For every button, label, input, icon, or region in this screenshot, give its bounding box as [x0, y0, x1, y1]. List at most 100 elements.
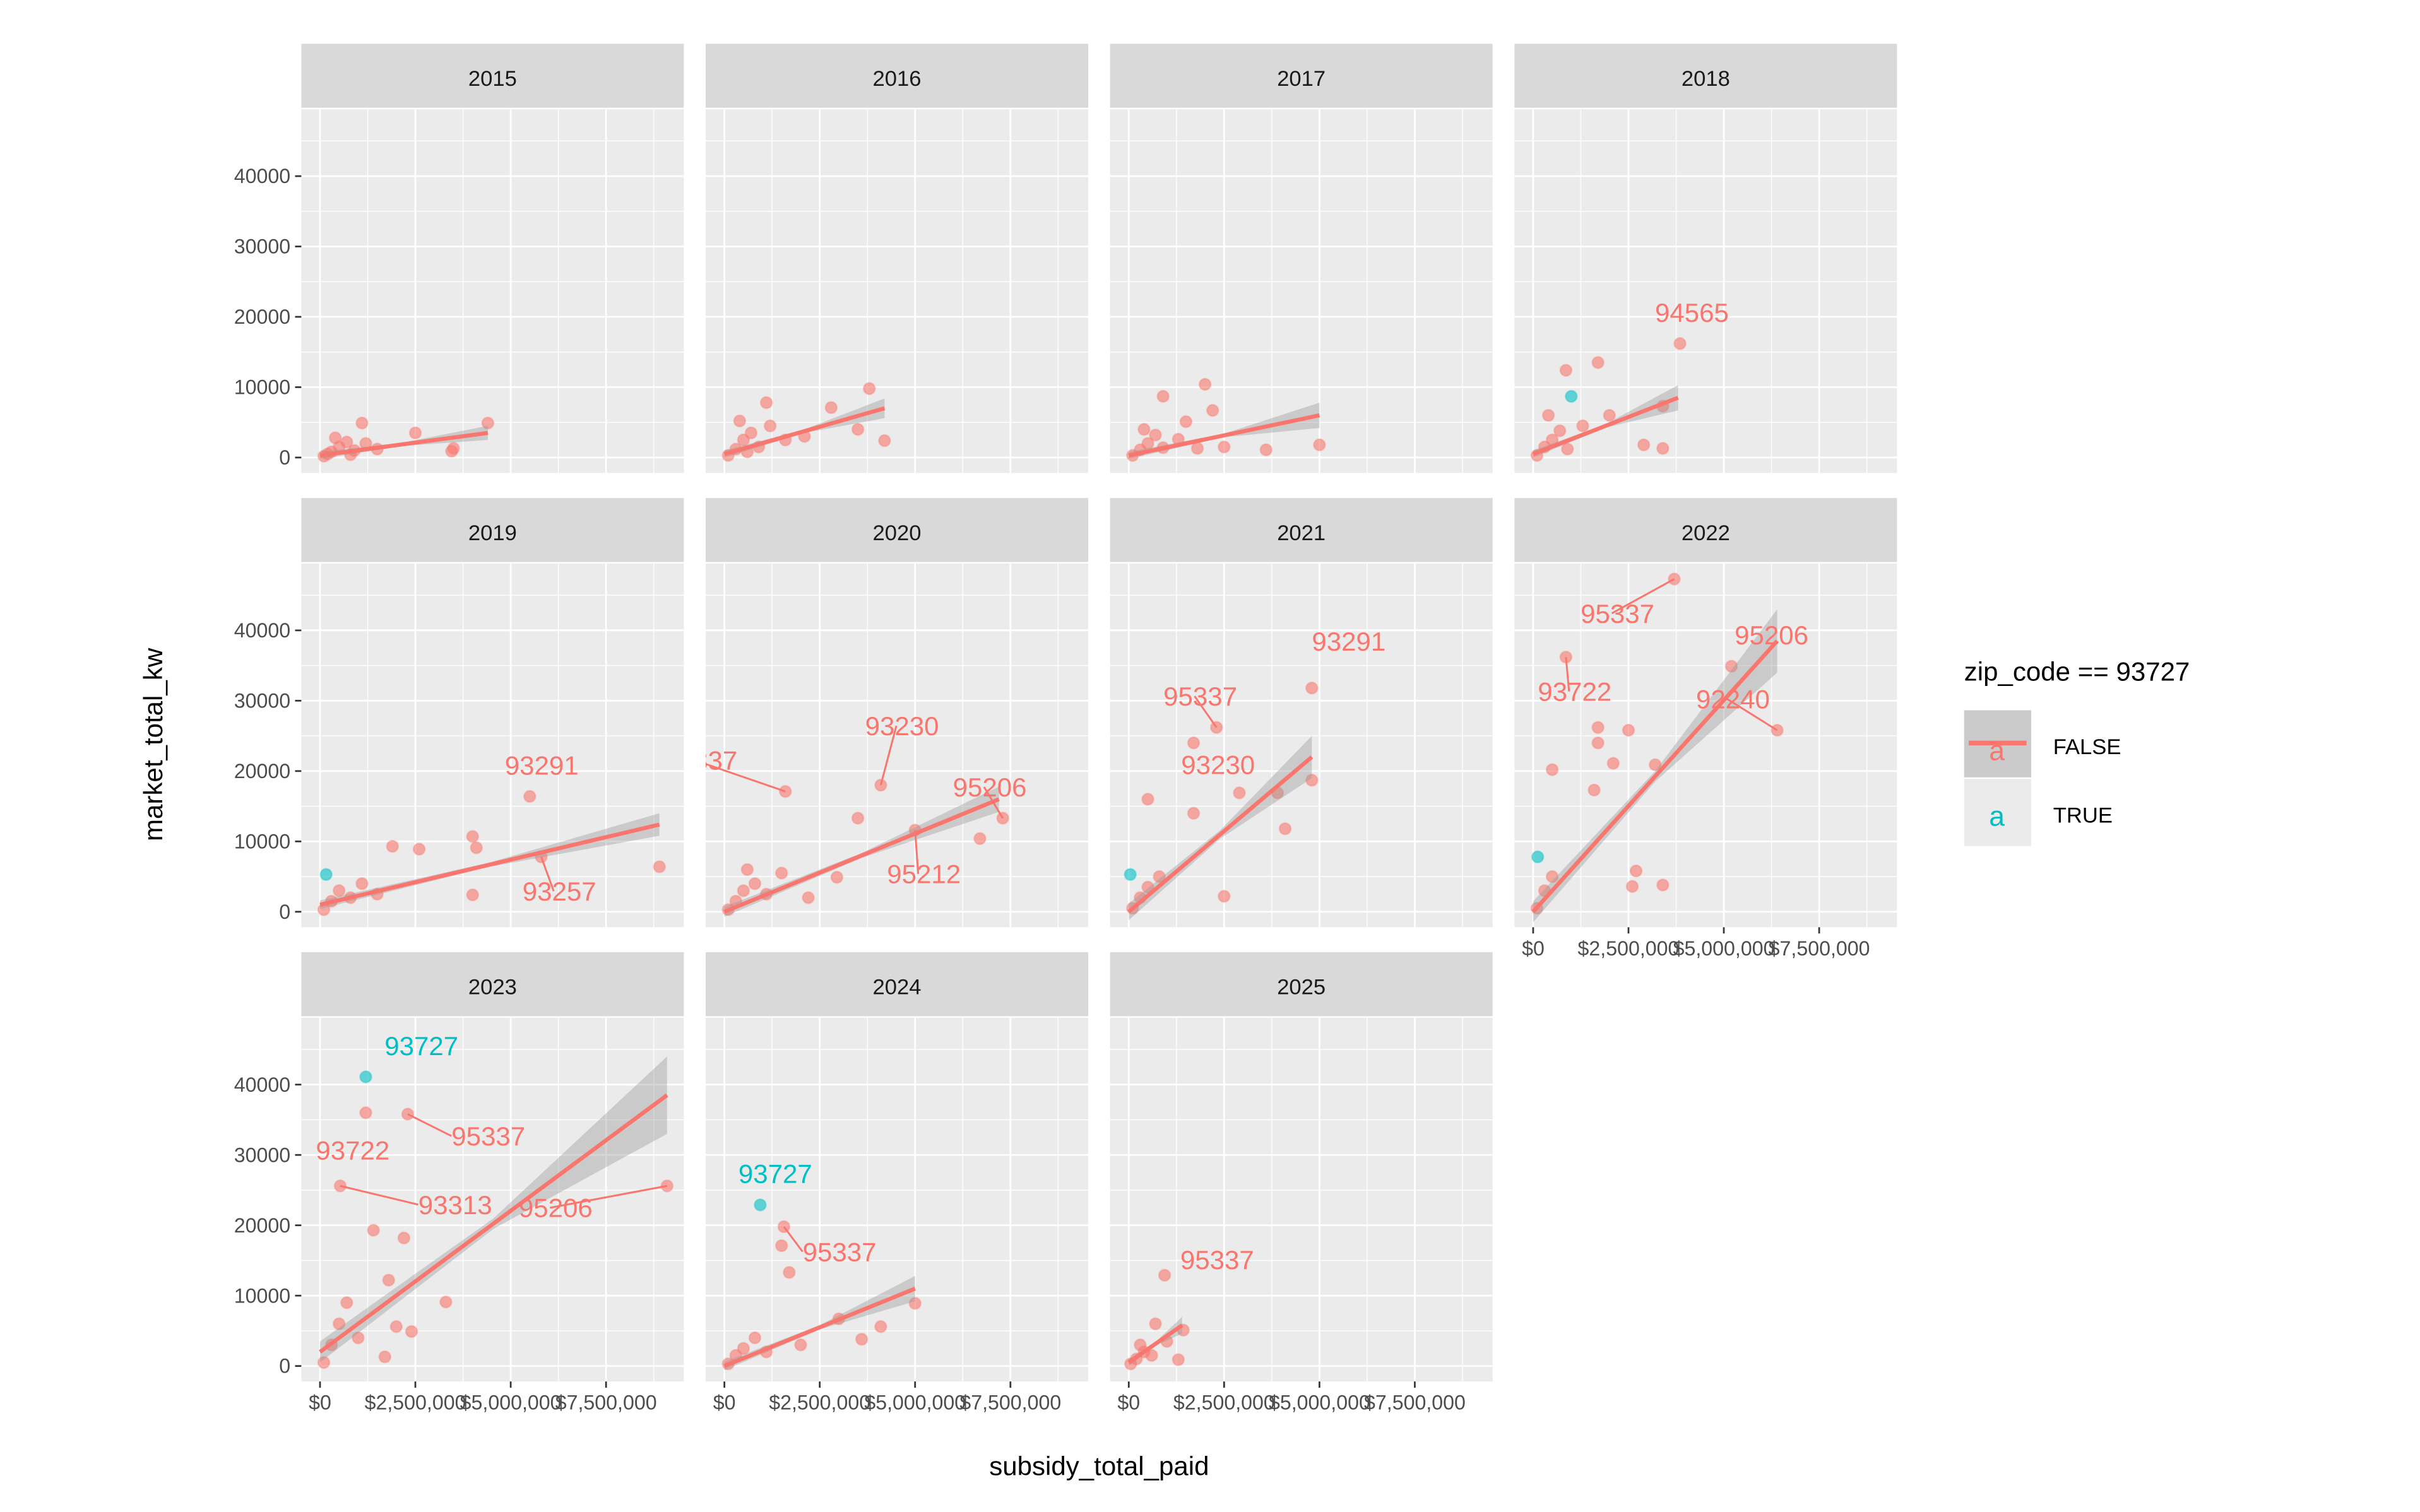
- facet-strip: [301, 44, 684, 108]
- facet-strip-label: 2022: [1682, 521, 1730, 545]
- point-false: [1541, 408, 1555, 422]
- facet-panel-background: [301, 109, 684, 473]
- point-label: 95337: [451, 1121, 525, 1151]
- point-false: [1648, 758, 1662, 772]
- point-false: [1673, 337, 1687, 350]
- point-false: [802, 891, 815, 904]
- facet-panel-background: [1110, 1017, 1493, 1382]
- point-false: [439, 1295, 453, 1309]
- facet-panel-background: [1110, 564, 1493, 928]
- facet-strip: [1514, 498, 1897, 562]
- point-false: [1141, 437, 1154, 451]
- y-tick-label: 20000: [234, 1214, 290, 1237]
- point-false: [1545, 870, 1559, 883]
- facet-2024: 2024 93727 95337 $0 $2,500,000$5,000,000$7,5…: [706, 952, 1089, 1414]
- y-tick-label: 30000: [234, 1143, 290, 1166]
- regression-line: [319, 1093, 668, 1354]
- facet-marks: [1125, 377, 1326, 463]
- legend-glyph-true: a: [1989, 801, 2005, 832]
- x-tick-label: $7,500,000: [959, 1391, 1061, 1414]
- facet-panel-background: [1110, 109, 1493, 473]
- point-false: [382, 1273, 396, 1287]
- legend-glyph-false: a: [1989, 736, 2005, 767]
- point-false: [774, 1239, 788, 1253]
- point-false: [466, 888, 480, 902]
- point-false: [332, 883, 346, 897]
- point-false: [748, 877, 762, 890]
- point-false: [1553, 424, 1567, 438]
- point-label: 94565: [1655, 298, 1729, 328]
- point-false: [355, 416, 369, 430]
- y-tick-label: 40000: [234, 619, 290, 642]
- point-false: [386, 839, 400, 853]
- label-leader-line: [879, 725, 898, 786]
- label-leader-line: [706, 763, 786, 793]
- facet-2019: 2019 93291 93257 0 10000 20000 30000 40000: [234, 498, 684, 928]
- point-false: [830, 870, 844, 884]
- point-false: [1591, 736, 1605, 750]
- legend-title: zip_code == 93727: [1964, 657, 2190, 687]
- point-label: 93230: [1181, 750, 1255, 780]
- facet-strip-label: 2021: [1277, 521, 1326, 545]
- point-false: [340, 435, 353, 449]
- facet-2017: 2017: [1110, 44, 1493, 473]
- point-true: [1124, 868, 1137, 882]
- point-false: [1171, 1353, 1185, 1366]
- point-false: [1305, 681, 1319, 695]
- facet-2015: 2015 0 10000 20000 30000 40000: [234, 44, 684, 473]
- point-false: [1637, 438, 1651, 452]
- point-label: 95212: [887, 859, 961, 889]
- regression-line: [1532, 396, 1679, 456]
- point-false: [1158, 1268, 1171, 1282]
- point-false: [1233, 786, 1246, 800]
- point-false: [481, 416, 495, 430]
- point-false: [1156, 389, 1170, 403]
- point-false: [763, 419, 777, 433]
- y-tick-label: 40000: [234, 1073, 290, 1096]
- point-false: [1603, 408, 1616, 422]
- point-label: 95337: [663, 746, 737, 776]
- point-false: [378, 1350, 392, 1364]
- facet-marks: 95337 93230 95212 95206: [663, 711, 1027, 917]
- facet-marks: 93230 95337 93291: [1124, 627, 1385, 921]
- facet-strip-label: 2020: [873, 521, 922, 545]
- y-tick-label: 0: [279, 446, 290, 469]
- regression-line: [1531, 639, 1779, 913]
- facet-panel-background: [301, 564, 684, 928]
- regression-line: [723, 406, 886, 456]
- point-false: [737, 1342, 750, 1355]
- point-false: [1259, 443, 1273, 457]
- point-false: [737, 433, 750, 447]
- point-false: [1591, 356, 1605, 369]
- point-label: 93727: [384, 1031, 458, 1061]
- label-leader-line: [914, 830, 920, 874]
- facet-strip-label: 2019: [468, 521, 517, 545]
- regression-line: [1127, 1323, 1183, 1364]
- point-label: 95337: [1163, 682, 1237, 711]
- x-tick-label: $0: [1117, 1391, 1140, 1414]
- point-false: [996, 812, 1010, 825]
- facet-strip-label: 2018: [1682, 67, 1730, 91]
- point-false: [851, 423, 865, 436]
- label-leader-line: [1565, 657, 1570, 692]
- point-false: [851, 812, 865, 825]
- facet-strip: [1110, 952, 1493, 1017]
- x-tick-label: $0: [713, 1391, 736, 1414]
- point-false: [1576, 419, 1589, 433]
- point-false: [1278, 822, 1292, 836]
- y-tick-label: 20000: [234, 305, 290, 328]
- point-false: [1622, 723, 1635, 737]
- point-label: 93291: [1312, 627, 1385, 656]
- point-label: 95206: [519, 1193, 593, 1223]
- point-label: 95337: [803, 1237, 877, 1267]
- facet-strip-label: 2024: [873, 976, 922, 1000]
- legend-label-true: TRUE: [2053, 804, 2113, 828]
- point-false: [445, 444, 458, 458]
- point-false: [1153, 870, 1166, 883]
- x-tick-label: $7,500,000: [1769, 937, 1870, 960]
- y-axis-title: market_total_kw: [138, 647, 168, 841]
- point-false: [1179, 415, 1193, 428]
- y-tick-label: 30000: [234, 235, 290, 258]
- point-label: 93291: [505, 750, 579, 780]
